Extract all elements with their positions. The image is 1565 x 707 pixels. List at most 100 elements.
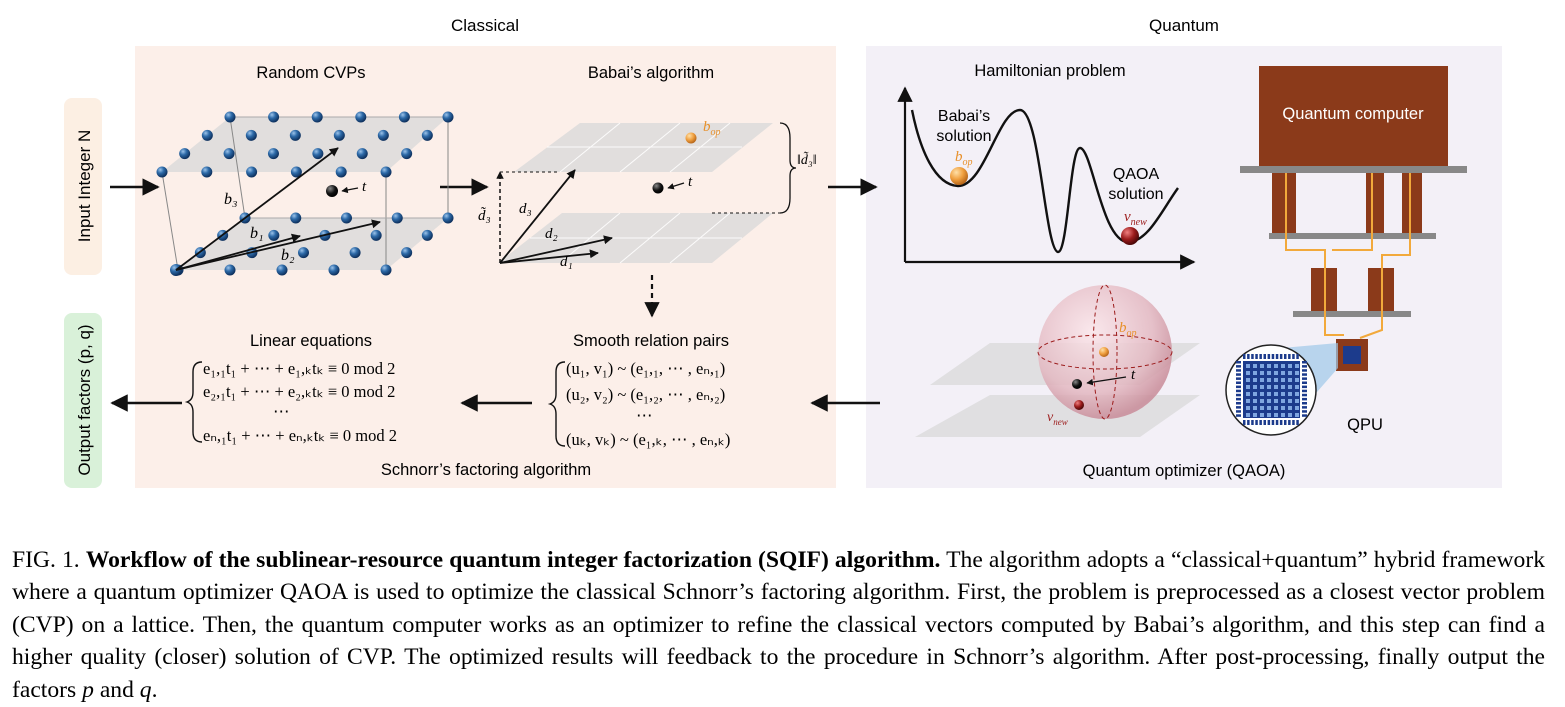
qubit [1267,392,1271,396]
qubit [1281,413,1285,417]
lattice-node [276,264,288,276]
qubit [1288,385,1292,389]
chip-pin [1236,406,1241,409]
chip-pin [1236,402,1241,405]
sqif-workflow-figure: Classical Quantum Input Integer N Output… [64,16,1502,488]
qubit [1260,371,1264,375]
output-factors-label: Output factors (p, q) [75,324,94,475]
smooth-pairs-brace [547,361,566,447]
chip-pin [1292,420,1295,425]
label-b1: b₁ [250,225,264,242]
chip-pin [1255,354,1258,359]
chip-pin [1302,385,1307,389]
lattice-node [442,111,454,123]
caption-q: q [139,676,152,703]
lattice-bottom-plane [178,218,448,270]
chip-pin [1236,381,1241,384]
babai-solution-label-1: Babai’s [938,108,990,125]
chip-pin [1259,420,1262,425]
qubit [1281,378,1285,382]
figure-caption: FIG. 1. Workflow of the sublinear-resour… [12,544,1545,706]
babai-bop-label: bop [703,119,721,138]
qubit [1288,399,1292,403]
label-t: t [362,179,367,195]
chip-pin [1255,420,1258,425]
chip-pin [1236,369,1241,372]
qubit [1295,364,1299,368]
chip-pin [1302,377,1307,380]
bloch-t-point [1072,379,1082,389]
target-pointer [341,186,359,194]
qubit [1288,364,1292,368]
lattice-node [401,247,413,259]
smooth-pairs-title: Smooth relation pairs [573,332,729,350]
chip-pin [1236,410,1241,413]
smooth-pair-row: (u₂, v₂) ~ (e₁,₂, ⋯ , eₙ,₂) [566,385,725,404]
qubit [1246,406,1250,410]
lattice-top-plane [162,117,448,172]
chip-pin [1302,397,1307,401]
lattice-node [223,148,235,160]
chip-pin [1236,414,1241,417]
qubit [1295,413,1299,417]
chip-pin [1247,354,1250,359]
qubit [1253,364,1257,368]
chip-pin [1288,354,1291,359]
babai-bop-point [685,132,697,144]
qubit [1246,392,1250,396]
lattice-node [298,247,309,259]
qubit [1295,371,1299,375]
smooth-pair-row: ⋯ [636,406,653,425]
qubit [1295,392,1299,396]
chip-pin [1251,354,1254,359]
qubit [1295,385,1299,389]
lattice-node [391,212,403,224]
caption-body: The algorithm adopts a “classical+quantu… [12,547,1546,703]
lattice-node [201,166,213,178]
babai-d3tilde-label: d̃₃ [478,207,491,224]
qubit [1260,364,1264,368]
qubit [1260,413,1264,417]
lattice-node [201,129,213,141]
chip-pin [1302,369,1307,372]
qubit [1253,399,1257,403]
qpu-label: QPU [1347,416,1383,434]
babai-diagram: bop t d₃ d₂ d₁ d̃₃ ‖d̃₃‖ [478,119,817,270]
linear-equation-row: eₙ,₁t₁ + ⋯ + eₙ,ₖtₖ ≡ 0 mod 2 [203,426,397,445]
linear-equation-row: e₁,₁t₁ + ⋯ + e₁,ₖtₖ ≡ 0 mod 2 [203,359,395,378]
chip-pin [1236,393,1241,397]
lattice-node [328,264,340,276]
caption-p: p [82,676,94,703]
babai-title: Babai’s algorithm [588,64,714,82]
lattice-node [333,129,345,141]
lattice-node [335,166,347,178]
chip-pin [1275,420,1279,425]
quantum-computer-label: Quantum computer [1282,105,1424,123]
chip-pin [1302,414,1307,417]
bloch-t-label: t [1131,367,1136,383]
qubit [1260,406,1264,410]
babai-d2-label: d₂ [545,226,558,242]
vector-d3 [499,169,576,264]
caption-lead: FIG. 1. [12,547,80,573]
hamiltonian-vnew-ball [1121,227,1139,245]
lattice-node [377,129,389,141]
qaoa-solution-label-2: solution [1108,186,1163,203]
lattice-node [311,111,323,123]
schnorr-title: Schnorr’s factoring algorithm [381,461,591,479]
chip-pin [1236,361,1241,364]
qubit [1267,378,1271,382]
chip-pin [1302,365,1307,368]
lattice-node [401,148,413,160]
chip-pin [1292,354,1295,359]
qubit [1274,406,1278,410]
chip-pin [1302,410,1307,413]
lattice-node [421,129,433,141]
chip-pin [1284,354,1287,359]
lattice-node [380,166,392,178]
chip-pin [1263,354,1266,359]
lattice-node [356,148,368,160]
caption-end: . [151,676,158,703]
qubit [1274,392,1278,396]
chip-pin [1296,354,1299,359]
